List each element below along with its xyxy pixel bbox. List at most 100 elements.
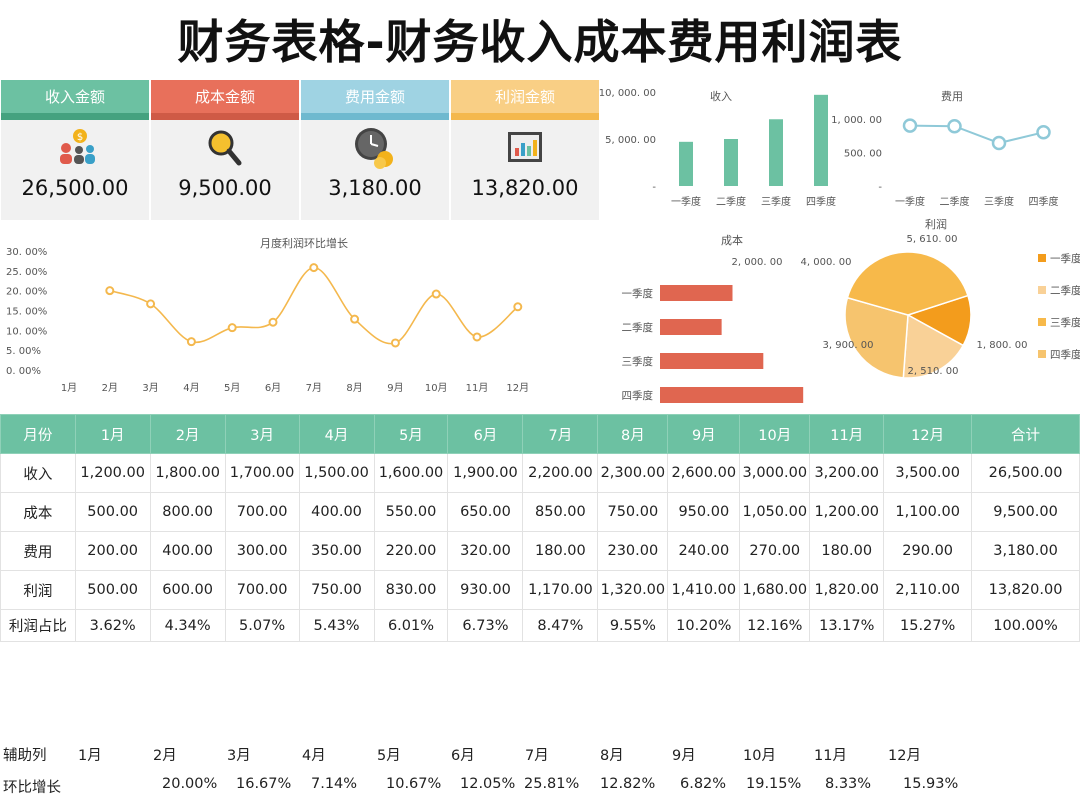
chart-title: 月度利润环比增长 — [260, 236, 348, 250]
y-tick-label: 二季度 — [622, 321, 654, 334]
aux-cell: 4月 — [302, 748, 326, 764]
data-label: 5, 610. 00 — [907, 234, 958, 245]
kpi-label-text: 费用金额 — [344, 88, 405, 106]
kpi-label: 利润金额 — [451, 80, 599, 120]
column-header: 月份 — [0, 414, 76, 454]
kpi-label-bar — [451, 113, 599, 120]
x-tick-label: 8月 — [346, 382, 362, 394]
x-tick-label: 四季度 — [1029, 195, 1059, 208]
table-cell: 9,500.00 — [971, 492, 1080, 532]
profit-pie-chart: 利润 4, 000. 00 1, 800. 00 2, 510. 00 5, 610. … — [801, 217, 1080, 379]
table-cell: 750.00 — [298, 570, 375, 610]
table-cell: 180.00 — [522, 531, 599, 571]
aux-cell: 7.14% — [311, 776, 358, 792]
table-row: 利润占比 3.62% 4.34% 5.07% 5.43% 6.01% 6.73% 8.47% 9… — [0, 609, 1080, 642]
y-tick-label: 0. 00% — [6, 366, 41, 377]
column-header: 9月 — [667, 414, 741, 454]
x-tick-label: 4月 — [183, 382, 199, 394]
y-tick-label: - — [652, 182, 656, 193]
table-cell: 400.00 — [298, 492, 375, 532]
y-tick-label: 15. 00% — [6, 307, 47, 318]
page-title: 财务表格-财务收入成本费用利润表 — [177, 15, 903, 69]
chart-title: 成本 — [721, 233, 743, 247]
legend-label: 三季度 — [1050, 316, 1080, 329]
y-tick-label: 一季度 — [622, 287, 654, 300]
aux-row-label: 环比增长 — [3, 780, 61, 796]
aux-cell: 25.81% — [524, 776, 580, 792]
y-tick-label: 5, 000. 00 — [605, 135, 656, 146]
column-header: 12月 — [883, 414, 973, 454]
table-cell: 1,680.00 — [739, 570, 811, 610]
table-cell: 1,320.00 — [597, 570, 669, 610]
legend-label: 一季度 — [1050, 252, 1080, 265]
data-point — [513, 302, 523, 312]
legend-label: 四季度 — [1050, 348, 1080, 361]
column-header: 11月 — [809, 414, 885, 454]
table-cell: 1,820.00 — [809, 570, 885, 610]
data-point — [902, 118, 918, 133]
x-tick-label: 一季度 — [671, 195, 701, 208]
table-cell: 3,180.00 — [971, 531, 1080, 571]
table-cell: 950.00 — [667, 492, 741, 532]
table-cell: 8.47% — [522, 609, 599, 642]
y-tick-label: - — [878, 182, 882, 193]
table-cell: 3,500.00 — [883, 453, 973, 493]
table-cell: 5.07% — [224, 609, 300, 642]
table-header-row: 月份 1月 2月 3月 4月 5月 6月 7月 8月 9月 10月 11月 12月 合计 — [0, 414, 1080, 454]
table-cell: 2,110.00 — [883, 570, 973, 610]
table-cell: 1,200.00 — [74, 453, 151, 493]
kpi-card: 成本金额 9,500.00 — [151, 80, 299, 220]
x-tick-label: 10月 — [425, 382, 448, 394]
table-cell: 4.34% — [149, 609, 226, 642]
table-cell: 230.00 — [597, 531, 669, 571]
x-tick-label: 12月 — [506, 382, 529, 394]
data-point — [146, 299, 156, 309]
data-point — [268, 317, 278, 327]
aux-cell: 19.15% — [746, 776, 802, 792]
bar — [660, 319, 722, 335]
aux-cell: 6月 — [451, 748, 475, 764]
x-tick-label: 1月 — [61, 382, 77, 394]
y-tick-label: 三季度 — [622, 355, 654, 368]
chart-title: 费用 — [941, 90, 963, 103]
income-bar-chart: 收入 10, 000. 00 5, 000. 00 - 一季度 二季度 三季度 四季度 — [599, 88, 836, 208]
data-point — [309, 263, 319, 273]
y-tick-label: 30. 00% — [6, 247, 47, 258]
table-cell: 650.00 — [447, 492, 524, 532]
kpi-value: 13,820.00 — [471, 176, 579, 200]
kpi-card: 费用金额 3,180.00 — [301, 80, 449, 220]
x-tick-label: 三季度 — [984, 195, 1014, 208]
table-cell: 3.62% — [74, 609, 151, 642]
chart-title: 利润 — [925, 217, 947, 231]
table-cell: 13.17% — [809, 609, 885, 642]
bar — [660, 353, 764, 369]
pie-slice — [846, 251, 969, 316]
y-tick-label: 25. 00% — [6, 267, 47, 278]
x-tick-label: 一季度 — [895, 195, 925, 208]
x-tick-label: 四季度 — [806, 195, 836, 208]
table-cell: 180.00 — [809, 531, 885, 571]
table-cell: 850.00 — [522, 492, 599, 532]
chart-title: 收入 — [710, 89, 732, 103]
magnifier-icon — [151, 120, 299, 176]
table-cell: 500.00 — [74, 492, 151, 532]
data-point — [105, 286, 115, 296]
kpi-label-bar — [151, 113, 299, 120]
table-row: 费用 200.00 400.00 300.00 350.00 220.00 320.00 18… — [0, 531, 1080, 571]
table-cell: 3,200.00 — [809, 453, 885, 493]
table-row: 利润 500.00 600.00 700.00 750.00 830.00 930.00 1,… — [0, 570, 1080, 610]
table-cell: 930.00 — [447, 570, 524, 610]
bar — [814, 94, 828, 186]
y-tick-label: 1, 000. 00 — [831, 115, 882, 126]
row-label: 费用 — [0, 531, 76, 571]
aux-cell: 20.00% — [162, 776, 218, 792]
x-tick-label: 5月 — [224, 382, 240, 394]
table-row: 收入 1,200.00 1,800.00 1,700.00 1,500.00 1,600.… — [0, 453, 1080, 493]
aux-cell: 10月 — [743, 748, 776, 764]
kpi-label-bar — [1, 113, 149, 120]
table-cell: 6.73% — [447, 609, 524, 642]
table-cell: 13,820.00 — [971, 570, 1080, 610]
data-point — [431, 289, 441, 299]
x-tick-label: 2, 000. 00 — [732, 257, 783, 268]
money-people-icon: $ — [1, 120, 149, 176]
